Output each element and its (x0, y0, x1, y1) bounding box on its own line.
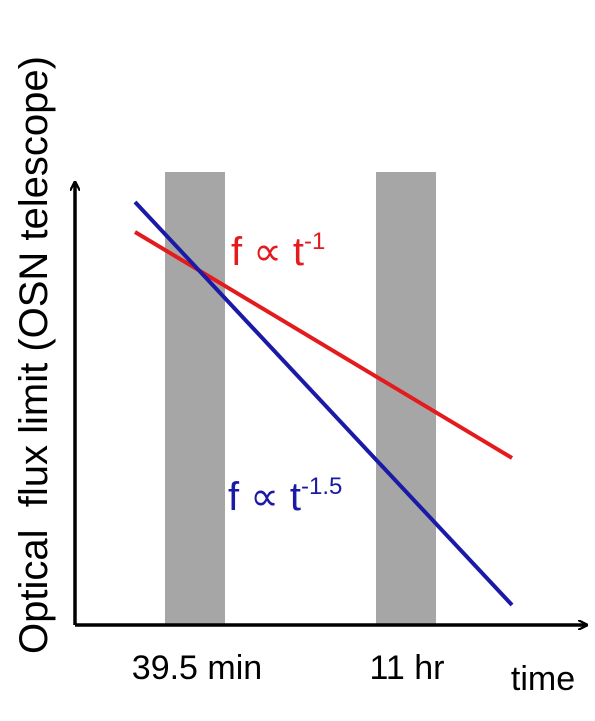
annotation-t-1-exponent: -1 (304, 228, 325, 255)
decay-line-t-1.5 (133, 200, 514, 607)
epoch-label-late: 11 hr (370, 649, 445, 687)
annotation-t-1: f ∝ t-1 (231, 228, 325, 274)
annotation-t-1.5: f ∝ t-1.5 (228, 473, 342, 519)
epoch-band-early (165, 172, 225, 624)
x-axis-title: time (511, 660, 575, 698)
annotation-t-1.5-exponent: -1.5 (301, 473, 342, 500)
y-axis-title: Optical flux limit (OSN telescope) (12, 56, 56, 654)
epoch-band-late (376, 172, 436, 624)
epoch-label-early: 39.5 min (132, 649, 262, 687)
